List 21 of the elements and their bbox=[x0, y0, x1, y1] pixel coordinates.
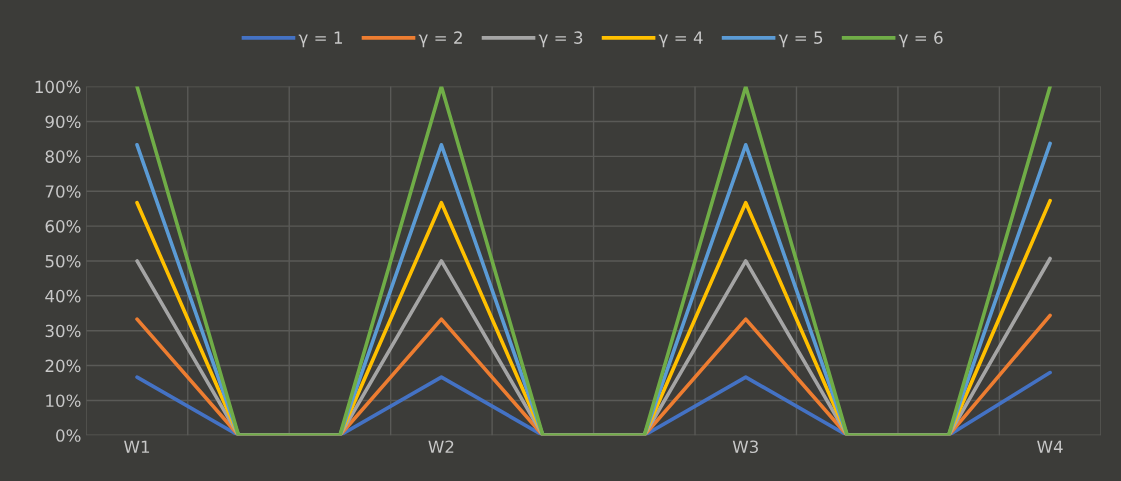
x-tick-label: W2 bbox=[428, 440, 454, 453]
y-tick-label: 40% bbox=[45, 289, 81, 303]
y-tick-label: 80% bbox=[45, 150, 81, 163]
legend-label: γ = 6 bbox=[898, 31, 943, 48]
x-tick-label: W4 bbox=[1037, 440, 1063, 453]
legend-label: γ = 2 bbox=[418, 31, 462, 48]
y-tick-label: 0% bbox=[56, 429, 81, 442]
y-tick-label: 50% bbox=[45, 254, 81, 268]
y-tick-label: 20% bbox=[45, 359, 81, 373]
y-tick-label: 10% bbox=[46, 394, 81, 407]
legend-label: γ = 3 bbox=[538, 31, 583, 48]
y-tick-label: 100% bbox=[35, 80, 81, 94]
x-tick-label: W3 bbox=[732, 440, 758, 454]
y-tick-label: 70% bbox=[45, 185, 81, 198]
legend-label: γ = 1 bbox=[298, 31, 342, 48]
y-tick-label: 30% bbox=[45, 324, 81, 338]
x-tick-label: W1 bbox=[124, 440, 150, 453]
legend-label: γ = 4 bbox=[658, 31, 703, 48]
legend-label: γ = 5 bbox=[778, 31, 823, 48]
y-tick-label: 60% bbox=[45, 220, 81, 233]
y-tick-label: 90% bbox=[45, 115, 81, 129]
